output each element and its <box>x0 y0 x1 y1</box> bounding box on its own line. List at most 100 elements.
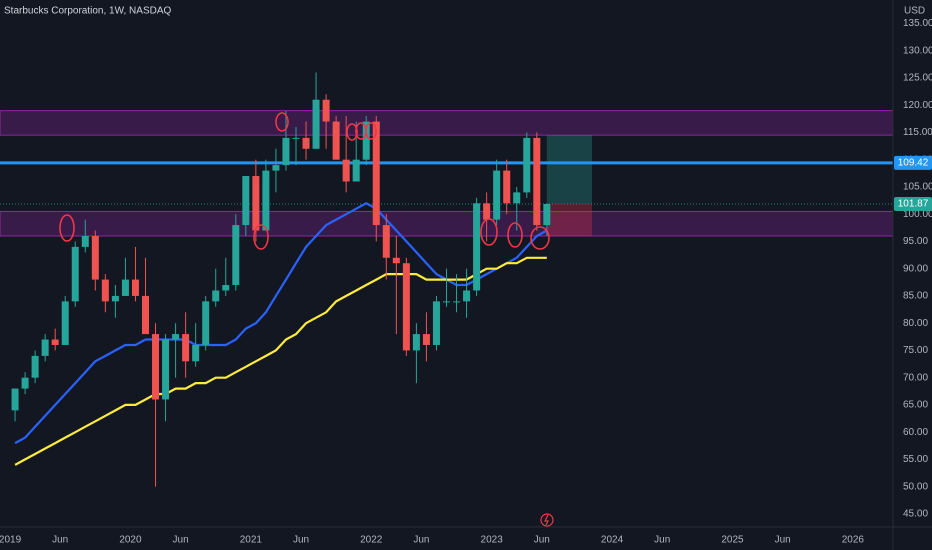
candle-body <box>111 295 119 302</box>
target-zone <box>546 135 592 204</box>
candle <box>302 121 310 160</box>
candle <box>473 197 481 296</box>
candle <box>121 257 129 296</box>
moving-average <box>14 202 548 445</box>
candle-body <box>282 137 290 166</box>
candle <box>533 132 541 231</box>
candle <box>192 323 200 367</box>
x-tick-label: Jun <box>293 535 309 546</box>
price-tag <box>894 155 932 170</box>
circle-annotation <box>275 112 289 132</box>
y-tick-label: 130.00 <box>903 45 932 56</box>
candle-body <box>322 99 330 122</box>
candle-body <box>272 165 280 171</box>
candle <box>503 159 511 215</box>
candle <box>61 295 69 345</box>
candle-body <box>533 137 541 226</box>
candle-body <box>523 137 531 193</box>
candle <box>322 94 330 149</box>
y-tick-label: 100.00 <box>903 209 932 220</box>
candle <box>272 148 280 193</box>
candle <box>493 159 501 226</box>
candle <box>422 312 430 362</box>
x-tick-label: 2021 <box>240 535 263 546</box>
candle-body <box>91 235 99 280</box>
candle <box>131 246 139 302</box>
candle-body <box>332 121 340 160</box>
candle-body <box>312 99 320 149</box>
candle <box>202 295 210 351</box>
candle <box>51 328 59 351</box>
candle-body <box>473 203 481 291</box>
candle-body <box>152 334 160 400</box>
candle <box>212 268 220 307</box>
y-tick-label: 50.00 <box>903 481 928 492</box>
candle <box>392 235 400 335</box>
candle <box>412 323 420 384</box>
candle <box>222 257 230 296</box>
x-tick-label: 2023 <box>481 535 504 546</box>
candle-body <box>352 159 360 182</box>
candle-body <box>252 176 260 231</box>
price-tag-label: 109.42 <box>898 157 929 168</box>
candle-body <box>302 137 310 149</box>
candle <box>282 110 290 171</box>
candle-body <box>81 235 89 247</box>
zone <box>0 210 894 237</box>
candle-body <box>121 279 129 296</box>
candle <box>21 372 29 395</box>
candle <box>523 132 531 198</box>
candle <box>372 116 380 242</box>
candle <box>81 219 89 253</box>
bolt-circle[interactable] <box>540 513 554 527</box>
candle-body <box>432 301 440 345</box>
x-tick-label: Jun <box>534 535 550 546</box>
candle <box>31 350 39 384</box>
candle <box>152 323 160 487</box>
annotations <box>59 112 550 250</box>
candle <box>483 192 491 242</box>
candle <box>172 323 180 378</box>
candle-body <box>222 285 230 291</box>
candle <box>91 230 99 291</box>
x-tick-label: Jun <box>173 535 189 546</box>
y-axis-label: USD <box>904 6 925 17</box>
candle <box>402 257 410 356</box>
candle-body <box>382 225 390 258</box>
y-tick-label: 85.00 <box>903 291 928 302</box>
candle <box>382 214 390 280</box>
x-tick-label: Jun <box>413 535 429 546</box>
candle-body <box>172 334 180 340</box>
x-tick-label: Jun <box>52 535 68 546</box>
candle-body <box>202 301 210 345</box>
y-tick-label: 60.00 <box>903 427 928 438</box>
candle-body <box>292 137 300 139</box>
circle-annotation <box>530 226 550 250</box>
y-tick-label: 75.00 <box>903 345 928 356</box>
candle <box>292 126 300 166</box>
candle-body <box>372 121 380 226</box>
candle <box>342 116 350 193</box>
x-tick-label: Jun <box>775 535 791 546</box>
candle-body <box>41 339 49 356</box>
x-tick-label: 2025 <box>721 535 744 546</box>
bolt-icon[interactable] <box>540 513 554 527</box>
y-tick-label: 135.00 <box>903 18 932 29</box>
candle-body <box>422 334 430 345</box>
candle <box>432 295 440 351</box>
candle-body <box>503 170 511 204</box>
candle <box>232 214 240 291</box>
circle-annotation <box>480 218 498 246</box>
y-tick-label: 80.00 <box>903 318 928 329</box>
candle-body <box>51 339 59 345</box>
y-tick-label: 115.00 <box>903 127 932 138</box>
bolt[interactable] <box>544 514 549 526</box>
price-tag <box>894 196 932 211</box>
candle <box>182 312 190 378</box>
candle <box>332 116 340 160</box>
candle-body <box>402 263 410 351</box>
candle <box>312 72 320 149</box>
candle <box>101 274 109 313</box>
candle-body <box>131 279 139 296</box>
y-tick-label: 55.00 <box>903 454 928 465</box>
